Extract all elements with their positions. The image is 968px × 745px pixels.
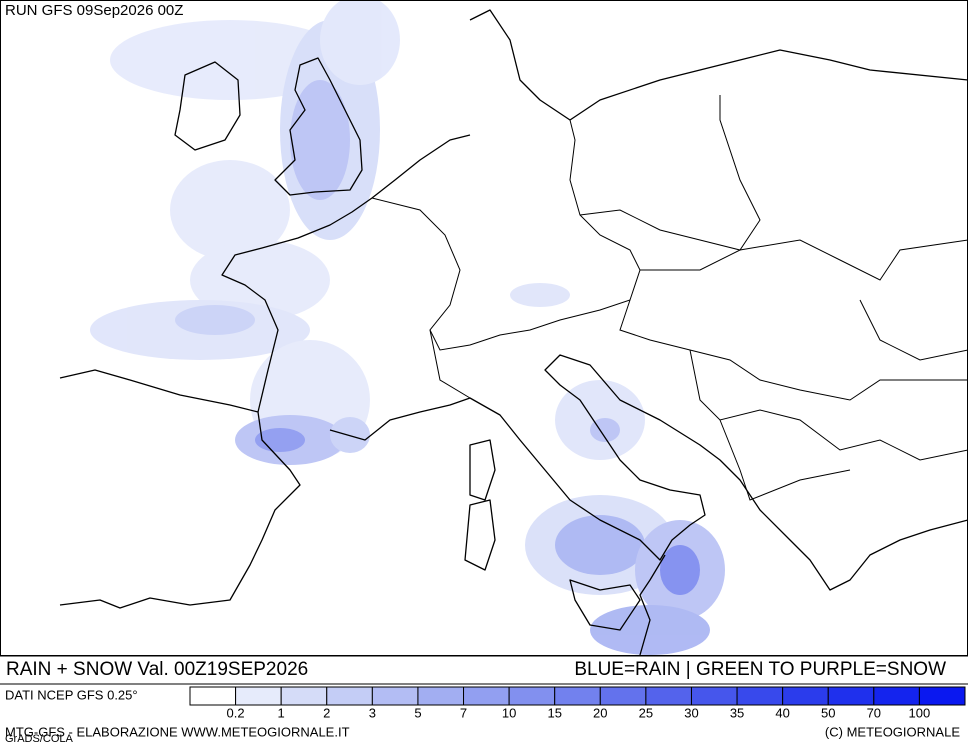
legend-label: 7 <box>460 705 467 720</box>
legend-swatch <box>827 686 875 706</box>
legend-label: 40 <box>775 705 789 720</box>
legend-swatch <box>417 686 465 706</box>
legend-label: 10 <box>502 705 516 720</box>
legend-swatch <box>645 686 692 706</box>
precipitation <box>90 0 725 655</box>
color-legend: 0.2 1 2 3 5 7 10 15 20 25 30 35 40 50 70 100 <box>189 686 966 720</box>
legend-label: 0.2 <box>227 705 245 720</box>
legend-swatch <box>782 686 829 706</box>
legend-label: 50 <box>821 705 835 720</box>
footer-key: BLUE=RAIN | GREEN TO PURPLE=SNOW <box>574 659 946 680</box>
footer-title: RAIN + SNOW Val. 00Z19SEP2026 <box>6 659 308 680</box>
legend-swatch <box>189 686 237 706</box>
credit: MTG-GFS - ELABORAZIONE WWW.METEOGIORNALE… <box>5 724 350 739</box>
legend-label: 30 <box>684 705 698 720</box>
legend-swatch <box>463 686 510 706</box>
legend-swatch <box>690 686 738 706</box>
legend-swatch <box>873 686 920 706</box>
legend-label: 1 <box>278 705 285 720</box>
legend-label: 35 <box>730 705 744 720</box>
legend-swatch <box>554 686 601 706</box>
legend-swatch <box>599 686 647 706</box>
legend-label: 2 <box>323 705 330 720</box>
legend-swatch <box>918 686 966 706</box>
legend-label: 25 <box>639 705 653 720</box>
legend-swatch <box>736 686 784 706</box>
grads-label: GrADS/COLA <box>5 733 74 745</box>
legend-swatch <box>508 686 556 706</box>
run-label: RUN GFS 09Sep2026 00Z <box>5 2 183 19</box>
copyright: (C) METEOGIORNALE <box>825 724 960 739</box>
legend-label: 70 <box>867 705 881 720</box>
legend-label: 100 <box>909 705 931 720</box>
legend-label: 5 <box>414 705 421 720</box>
legend-swatch <box>326 686 373 706</box>
legend-swatch <box>235 686 282 706</box>
legend-label: 3 <box>369 705 376 720</box>
data-source: DATI NCEP GFS 0.25° <box>5 687 138 702</box>
legend-swatch <box>280 686 328 706</box>
legend-swatch <box>371 686 419 706</box>
legend-label: 20 <box>593 705 607 720</box>
legend-label: 15 <box>547 705 561 720</box>
coastlines <box>59 9 968 656</box>
borders <box>371 95 968 501</box>
